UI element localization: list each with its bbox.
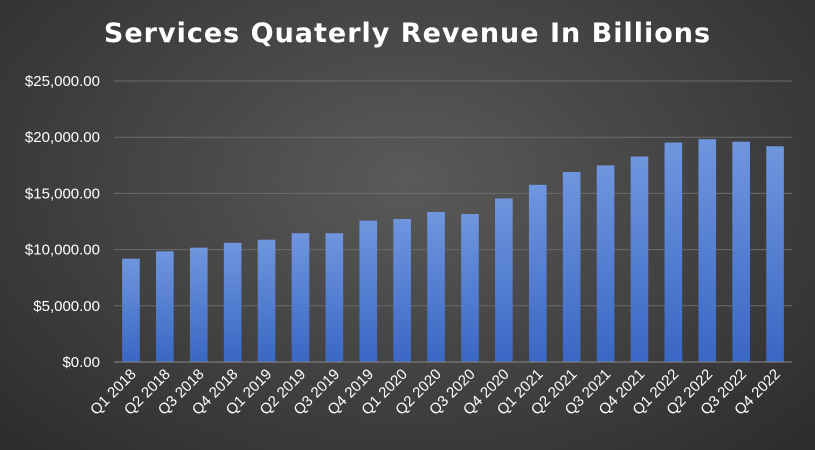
bar	[122, 258, 140, 362]
bar	[732, 141, 750, 362]
bar	[291, 233, 310, 362]
chart-title: Services Quaterly Revenue In Billions	[103, 18, 712, 49]
gridlines	[114, 80, 792, 307]
bar	[664, 142, 683, 362]
bar	[596, 165, 615, 362]
bar	[495, 198, 513, 362]
bar	[698, 139, 717, 362]
bar	[156, 251, 174, 362]
bar	[528, 184, 547, 362]
y-tick-label: $25,000.00	[25, 73, 100, 90]
bar	[562, 172, 581, 362]
bar	[189, 247, 208, 362]
y-axis-tick-labels: $0.00 $5,000.00 $10,000.00 $15,000.00 $20,00…	[25, 73, 100, 371]
y-tick-label: $10,000.00	[25, 242, 100, 259]
y-tick-label: $0.00	[62, 354, 100, 371]
bar	[427, 211, 445, 362]
bar	[257, 239, 276, 362]
bar	[393, 219, 411, 362]
y-tick-label: $20,000.00	[25, 129, 100, 146]
bar	[223, 242, 242, 362]
bar	[766, 146, 784, 362]
bar	[359, 220, 378, 362]
y-tick-label: $5,000.00	[33, 298, 100, 315]
bar	[325, 233, 344, 362]
y-tick-label: $15,000.00	[25, 185, 100, 202]
bars	[122, 139, 784, 362]
bar	[461, 214, 479, 362]
bar	[630, 156, 649, 362]
